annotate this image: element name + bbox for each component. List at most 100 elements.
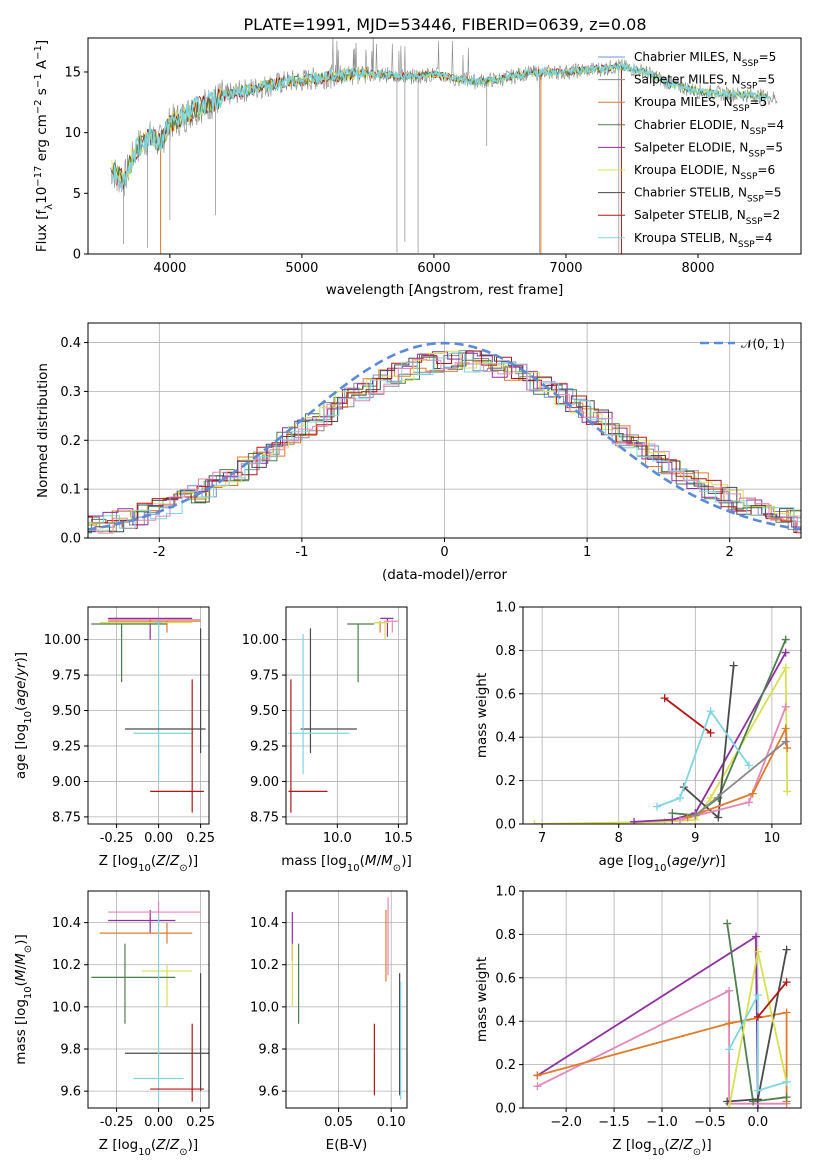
model-spectrum-line [111,62,771,183]
weight-point-marker [781,702,790,711]
y-tick-label: 9.6 [60,1085,81,1100]
x-tick-label: −1.0 [646,1115,678,1130]
x-tick-label: -2 [153,545,166,560]
x-axis-label-part: Z [155,1137,166,1153]
y-tick-label: 5 [73,187,81,202]
weight-series [533,919,791,1108]
weight-point-marker [753,991,762,1000]
y-tick-label: 10.4 [52,916,81,931]
weight-series-line [633,652,787,823]
y-tick-label: 9.25 [250,739,279,754]
x-axis-label: Z [log10(Z/Z⊙)] [612,1137,711,1158]
x-axis-label-part: 10 [654,863,667,874]
legend-label-sub: SSP [733,104,750,114]
x-axis-label-part: / [377,853,382,869]
x-tick-label: 7000 [549,261,582,276]
legend-label-main: Salpeter STELIB, N [634,208,746,222]
y-tick-label: 9.50 [52,704,81,719]
y-tick-label: 0.0 [60,532,81,547]
x-axis-label: age [log10(age/yr)] [598,853,725,874]
weight-point-marker [668,809,677,818]
x-axis-label-part: Z [log [99,1137,138,1153]
y-axis-label-part: mass [log [13,999,29,1065]
weight-point-marker [675,793,684,802]
x-axis-label-part: ⊙ [179,863,187,874]
y-axis-label-part: )] [13,934,29,945]
y-axis-label-part: 10 [34,187,50,204]
legend-label-tail: =2 [763,208,781,222]
weight-point-marker [748,789,757,798]
x-tick-label: 5000 [285,261,318,276]
weight-point-marker [753,1012,762,1021]
legend-label: Salpeter ELODIE, NSSP=5 [634,140,783,159]
x-axis-label-part: ⊙ [693,1147,701,1158]
weight-point-marker [533,1082,542,1091]
y-tick-label: 9.00 [250,775,279,790]
y-tick-label: 15 [64,65,81,80]
weight-point-marker [660,694,669,703]
x-tick-label: 0.25 [186,1115,215,1130]
y-tick-label: 0.8 [495,644,516,659]
legend-label-tail: =5 [750,95,768,109]
legend-label: Kroupa MILES, NSSP=5 [634,95,767,114]
x-axis-label-part: mass [log [281,853,347,869]
y-tick-label: 0.4 [495,731,516,746]
legend-label: 𝒩(0, 1) [741,337,785,351]
axes-frame [285,606,408,825]
legend-label: Chabrier ELODIE, NSSP=4 [634,118,784,137]
x-tick-label: −0.5 [694,1115,726,1130]
x-axis-label-part: ( [151,1137,156,1153]
x-axis-label-part: ( [151,853,156,869]
legend-label-sub: SSP [742,59,759,69]
weight-point-marker [782,1077,791,1086]
weight-series-line [536,934,759,1108]
x-tick-label: 1 [583,545,591,560]
legend-label-sub: SSP [741,82,758,92]
legend-label: Chabrier STELIB, NSSP=5 [634,186,782,205]
x-axis-label: Z [log10(Z/Z⊙)] [99,853,198,874]
y-axis-label-part: M [13,969,29,981]
x-axis-label-part: ( [666,853,671,869]
weight-point-marker [630,817,639,824]
legend-label-tail: =6 [757,163,775,177]
weight-point-marker [725,1104,734,1108]
x-tick-label: 10.5 [384,831,413,846]
x-axis-label-part: ⊙ [179,1147,187,1158]
y-tick-label: 1.0 [495,601,516,616]
weight-point-marker [781,635,790,644]
y-tick-label: 10.00 [44,633,81,648]
x-tick-label: 10 [764,831,781,846]
x-axis-label-part: ( [360,853,365,869]
x-axis-label: (data-model)/error [382,567,508,583]
y-axis-label-part: −1 [33,73,44,88]
y-axis-label: mass [log10(M/M⊙)] [13,934,34,1064]
y-tick-label: 9.50 [250,704,279,719]
normal-curve-line [88,341,801,531]
weight-point-marker [530,820,539,824]
x-axis-label-part: )] [715,853,726,869]
y-axis-label: Normed distribution [35,363,51,498]
y-tick-label: 9.00 [52,775,81,790]
y-axis-label: age [log10(age/yr)] [13,652,34,779]
weight-point-marker [706,707,715,716]
x-axis-label-part: M [381,853,393,869]
legend-label: Salpeter STELIB, NSSP=2 [634,208,780,227]
y-tick-label: 0.0 [495,818,516,833]
legend-label-sub: SSP [750,127,767,137]
weight-point-marker [725,1045,734,1054]
residuals-panel: -2 -1 0 1 2 0.0 0.1 0.2 0.3 0.4 (data-model)/error… [35,322,802,583]
y-axis-label-part: / [13,676,29,681]
y-axis-label-part: )] [13,652,29,663]
spectrum-lines [110,38,778,254]
residual-histogram-line [88,358,801,534]
legend-label-main: Kroupa MILES, N [634,95,733,109]
weight-point-marker [781,663,790,672]
y-tick-label: 9.8 [60,1043,81,1058]
x-tick-label: -0.25 [100,831,134,846]
x-axis-label-part: 10 [652,1147,665,1158]
x-tick-label: 2 [726,545,734,560]
y-tick-label: 8.75 [52,810,81,825]
weight-point-marker [744,761,753,770]
y-tick-label: 10.2 [250,958,279,973]
